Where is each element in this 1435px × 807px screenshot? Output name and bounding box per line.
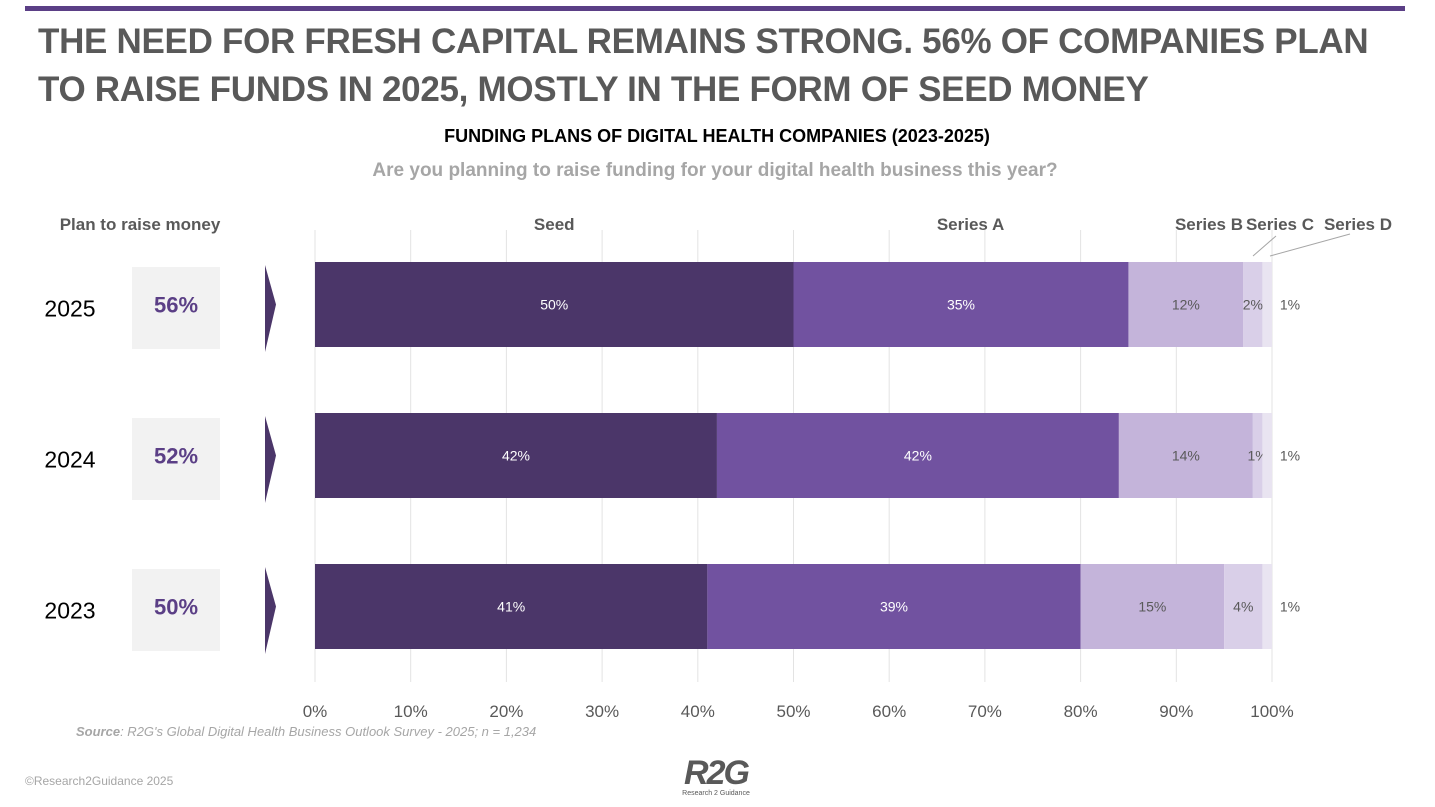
- arrow-chevron-icon: [265, 416, 276, 503]
- data-label: 15%: [1138, 599, 1166, 615]
- legend-label-series-b: Series B: [1175, 215, 1243, 234]
- x-tick-label: 20%: [489, 702, 523, 721]
- logo-subtext: Research 2 Guidance: [682, 790, 750, 797]
- data-label: 1%: [1280, 448, 1300, 464]
- bar-series-c: [1224, 564, 1263, 649]
- data-label: 14%: [1172, 448, 1200, 464]
- x-tick-label: 0%: [303, 702, 328, 721]
- data-label: 1%: [1280, 599, 1300, 615]
- data-label: 12%: [1172, 297, 1200, 313]
- x-tick-label: 40%: [681, 702, 715, 721]
- bar-series-b: [1080, 564, 1225, 649]
- bar-series-b: [1118, 413, 1253, 498]
- r2g-logo: R2G Research 2 Guidance: [676, 756, 756, 798]
- chart-subtitle: Are you planning to raise funding for yo…: [372, 160, 1057, 181]
- arrow-chevron-icon: [265, 567, 276, 654]
- bar-series-a: [707, 564, 1081, 649]
- plan-to-raise-box: [132, 267, 220, 349]
- leader-line-series-c: [1252, 235, 1277, 257]
- bar-series-a: [793, 262, 1129, 347]
- data-label: 50%: [540, 297, 568, 313]
- bar-series-d: [1262, 413, 1272, 498]
- legend-label-series-c: Series C: [1246, 215, 1314, 234]
- data-label: 35%: [947, 297, 975, 313]
- copyright: ©Research2Guidance 2025: [25, 774, 174, 788]
- legend-label-seed: Seed: [534, 215, 575, 234]
- plan-to-raise-value: 56%: [154, 293, 198, 318]
- legend-label-series-d: Series D: [1324, 215, 1392, 234]
- data-label: 39%: [880, 599, 908, 615]
- bar-series-b: [1128, 262, 1244, 347]
- data-label: 41%: [497, 599, 525, 615]
- leader-line-series-d: [1269, 233, 1351, 257]
- top-accent-line: [25, 6, 1405, 11]
- bar-seed: [315, 262, 794, 347]
- x-tick-label: 70%: [968, 702, 1002, 721]
- x-tick-label: 30%: [585, 702, 619, 721]
- plan-to-raise-box: [132, 418, 220, 500]
- x-tick-label: 50%: [776, 702, 810, 721]
- source-text: : R2G's Global Digital Health Business O…: [120, 724, 537, 739]
- year-label: 2024: [44, 447, 95, 473]
- arrow-chevron-icon: [265, 265, 276, 352]
- year-label: 2025: [44, 296, 95, 322]
- legend-label-series-a: Series A: [937, 215, 1004, 234]
- plan-to-raise-value: 52%: [154, 444, 198, 469]
- bar-seed: [315, 564, 708, 649]
- x-tick-label: 60%: [872, 702, 906, 721]
- bar-series-d: [1262, 564, 1272, 649]
- x-tick-label: 10%: [394, 702, 428, 721]
- data-label: 42%: [904, 448, 932, 464]
- chart-title: FUNDING PLANS OF DIGITAL HEALTH COMPANIE…: [444, 126, 990, 146]
- bar-series-d: [1262, 262, 1272, 347]
- logo-mark: R2G: [684, 754, 750, 792]
- data-label: 4%: [1233, 599, 1253, 615]
- x-tick-label: 100%: [1250, 702, 1293, 721]
- source-note: Source: R2G's Global Digital Health Busi…: [76, 724, 536, 739]
- plan-to-raise-header: Plan to raise money: [60, 215, 221, 234]
- plan-to-raise-box: [132, 569, 220, 651]
- bar-seed: [315, 413, 717, 498]
- page-title: THE NEED FOR FRESH CAPITAL REMAINS STRON…: [38, 22, 1369, 109]
- source-label: Source: [76, 724, 121, 739]
- data-label: 1%: [1280, 297, 1300, 313]
- x-tick-label: 90%: [1159, 702, 1193, 721]
- year-label: 2023: [44, 598, 95, 624]
- data-label: 42%: [502, 448, 530, 464]
- bar-series-c: [1243, 262, 1263, 347]
- bar-series-c: [1252, 413, 1263, 498]
- plan-to-raise-value: 50%: [154, 595, 198, 620]
- x-tick-label: 80%: [1064, 702, 1098, 721]
- bar-series-a: [716, 413, 1119, 498]
- data-label: 2%: [1243, 297, 1263, 313]
